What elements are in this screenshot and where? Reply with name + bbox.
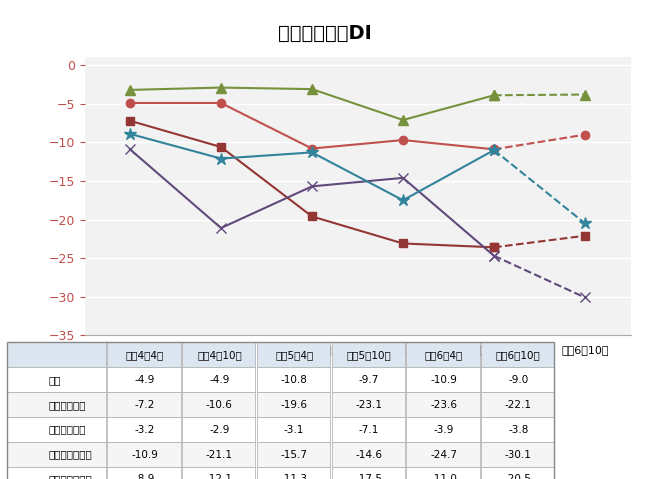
Text: -24.7: -24.7 [430,450,457,459]
Text: -10.6: -10.6 [206,400,233,410]
Text: -3.2: -3.2 [135,425,155,434]
Text: -20.5: -20.5 [505,475,532,479]
Text: -23.1: -23.1 [356,400,382,410]
Text: 令和6年10月: 令和6年10月 [496,350,541,360]
Text: -10.9: -10.9 [131,450,158,459]
Text: -3.9: -3.9 [434,425,454,434]
Text: -23.6: -23.6 [430,400,457,410]
Text: 令和6年4月: 令和6年4月 [424,350,463,360]
Text: 令和5年4月: 令和5年4月 [275,350,313,360]
Text: -4.9: -4.9 [209,375,229,385]
Text: 岐阜県不動産DI: 岐阜県不動産DI [278,24,372,43]
Text: -9.0: -9.0 [508,375,528,385]
Text: -17.5: -17.5 [356,475,382,479]
Text: -11.3: -11.3 [281,475,307,479]
Text: -30.1: -30.1 [505,450,532,459]
Text: -10.9: -10.9 [430,375,457,385]
Text: -15.7: -15.7 [281,450,307,459]
Text: -4.9: -4.9 [135,375,155,385]
Text: -10.8: -10.8 [281,375,307,385]
Text: -19.6: -19.6 [281,400,307,410]
Text: -21.1: -21.1 [206,450,233,459]
Text: 令和4年10月: 令和4年10月 [197,350,242,360]
Text: -7.2: -7.2 [135,400,155,410]
Text: -8.9: -8.9 [135,475,155,479]
Text: -3.8: -3.8 [508,425,528,434]
Text: 新築戸建住宅: 新築戸建住宅 [49,400,86,410]
Text: -9.7: -9.7 [359,375,379,385]
Text: -12.1: -12.1 [206,475,233,479]
Text: -22.1: -22.1 [505,400,532,410]
Text: 中古マンション: 中古マンション [49,475,92,479]
Text: -11.0: -11.0 [430,475,457,479]
Text: -3.1: -3.1 [284,425,304,434]
Text: 中古戸建住宅: 中古戸建住宅 [49,425,86,434]
Text: 令和5年10月: 令和5年10月 [346,350,391,360]
Text: -14.6: -14.6 [356,450,382,459]
Text: -7.1: -7.1 [359,425,379,434]
Text: 令和4年4月: 令和4年4月 [125,350,164,360]
Text: -2.9: -2.9 [209,425,229,434]
Text: 新築マンション: 新築マンション [49,450,92,459]
Text: 土地: 土地 [49,375,61,385]
